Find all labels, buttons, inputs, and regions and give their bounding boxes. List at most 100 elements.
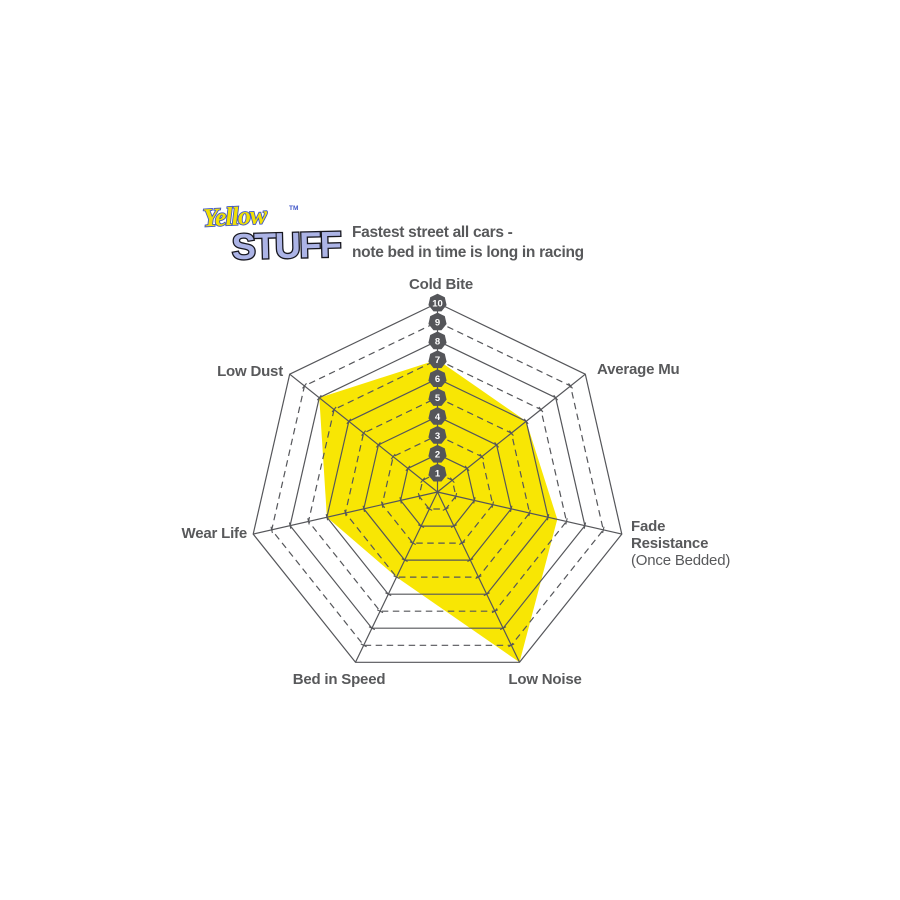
axis-tick bbox=[346, 418, 352, 425]
scale-badge-label: 7 bbox=[435, 355, 440, 366]
axis-tick bbox=[508, 430, 514, 436]
axis-tick bbox=[483, 592, 490, 597]
scale-badge-label: 2 bbox=[435, 450, 440, 461]
grid-ring-9 bbox=[271, 321, 604, 646]
axis-tick bbox=[375, 442, 381, 448]
grid-ring-5 bbox=[344, 396, 531, 578]
radar-plot-area: 1 2 3 4 5 6 7 8 9 10 bbox=[252, 293, 623, 663]
axis-tick bbox=[523, 418, 529, 425]
scale-badge-label: 9 bbox=[435, 317, 440, 328]
axis-tick bbox=[464, 465, 470, 472]
axis-tick bbox=[602, 526, 605, 534]
axis-tick bbox=[467, 558, 474, 562]
tagline-line2: note bed in time is long in racing bbox=[352, 244, 584, 261]
grid-ring-1 bbox=[418, 472, 457, 510]
scale-badge-4 bbox=[428, 407, 447, 425]
scale-badge-6 bbox=[428, 369, 447, 387]
axis-tick bbox=[361, 430, 367, 436]
axis-label-low-dust: Low Dust bbox=[217, 363, 283, 380]
axis-tick bbox=[568, 383, 573, 389]
scale-badge-label: 4 bbox=[435, 412, 441, 423]
tagline-line1: Fastest street all cars - bbox=[352, 224, 513, 241]
axis-tick bbox=[399, 497, 402, 504]
logo-word-yellow: Yellow bbox=[202, 200, 268, 232]
axis-tick bbox=[307, 518, 310, 525]
axis-tick bbox=[316, 394, 322, 401]
axis-tick bbox=[360, 643, 367, 648]
axis-tick bbox=[494, 442, 500, 448]
scale-badge-label: 1 bbox=[435, 469, 441, 480]
grid-ring-6 bbox=[326, 377, 549, 595]
grid-ring-2 bbox=[399, 453, 476, 527]
scale-badge-9 bbox=[428, 312, 447, 331]
axis-tick bbox=[450, 524, 458, 528]
scale-badge-label: 10 bbox=[432, 299, 443, 310]
value-polygon bbox=[319, 359, 558, 663]
axis-tick bbox=[509, 505, 513, 513]
scale-badge-2 bbox=[428, 444, 447, 463]
scale-badge-1 bbox=[428, 463, 447, 482]
axis-tick bbox=[583, 522, 587, 529]
axis-tick bbox=[417, 524, 425, 528]
axis-tick bbox=[426, 507, 433, 511]
axis-tick bbox=[442, 507, 449, 511]
axis-tick bbox=[491, 609, 499, 614]
chart-tagline: Fastest street all cars - note bed in ti… bbox=[352, 223, 584, 263]
axis-tick bbox=[288, 522, 292, 529]
axis-tick bbox=[380, 501, 384, 508]
axis-tick bbox=[385, 592, 392, 597]
axis-tick bbox=[553, 394, 559, 401]
axis-tick bbox=[270, 526, 273, 534]
scale-badge-3 bbox=[428, 426, 447, 444]
scale-badge-10 bbox=[428, 293, 447, 312]
axis-tick bbox=[417, 492, 421, 500]
scale-badge-label: 5 bbox=[435, 393, 441, 404]
axis-label-fade-line1: Fade bbox=[631, 518, 665, 535]
scale-badge-7 bbox=[428, 350, 447, 369]
scale-badge-label: 3 bbox=[435, 431, 440, 442]
axis-tick bbox=[331, 406, 337, 413]
scale-badge-8 bbox=[428, 331, 447, 350]
axis-label-bed-in-speed: Bed in Speed bbox=[293, 671, 386, 688]
logo-word-stuff: STUFF bbox=[231, 223, 341, 267]
axis-label-fade-line2: Resistance bbox=[631, 535, 708, 552]
axis-tick bbox=[390, 453, 396, 460]
logo-trademark: TM bbox=[289, 205, 298, 212]
axis-tick bbox=[420, 477, 426, 484]
axis-tick bbox=[325, 513, 329, 521]
scale-badge-label: 6 bbox=[435, 374, 440, 385]
grid-ring-10 bbox=[252, 302, 623, 663]
axis-tick bbox=[546, 513, 550, 521]
axis-label-average-mu: Average Mu bbox=[597, 361, 680, 378]
axis-tick bbox=[409, 541, 417, 545]
scale-badge-label: 8 bbox=[435, 336, 440, 347]
axis-tick bbox=[405, 465, 411, 472]
axis-tick bbox=[475, 575, 482, 579]
axis-label-low-noise: Low Noise bbox=[508, 671, 581, 688]
axis-tick bbox=[479, 453, 485, 460]
axis-label-fade-line3: (Once Bedded) bbox=[631, 552, 730, 569]
axis-tick bbox=[449, 477, 455, 484]
axis-tick bbox=[565, 518, 568, 525]
axis-label-cold-bite: Cold Bite bbox=[409, 276, 473, 293]
axis-tick bbox=[454, 492, 458, 500]
axis-tick bbox=[538, 406, 544, 413]
axis-tick bbox=[302, 383, 307, 389]
axis-tick bbox=[473, 497, 476, 504]
axis-tick bbox=[401, 558, 408, 562]
brand-logo: STUFF Yellow TM bbox=[201, 199, 342, 268]
axis-tick bbox=[362, 505, 366, 513]
axis-tick bbox=[344, 509, 347, 517]
axis-tick bbox=[508, 643, 515, 648]
axis-tick bbox=[458, 541, 466, 545]
axis-tick bbox=[499, 626, 507, 631]
axis-tick bbox=[491, 501, 495, 508]
scale-badge-5 bbox=[428, 388, 447, 406]
axis-tick bbox=[528, 509, 531, 517]
axis-tick bbox=[368, 626, 376, 631]
axis-label-wear-life: Wear Life bbox=[182, 525, 247, 542]
grid-ring-3 bbox=[381, 434, 494, 544]
axis-tick bbox=[376, 609, 384, 614]
